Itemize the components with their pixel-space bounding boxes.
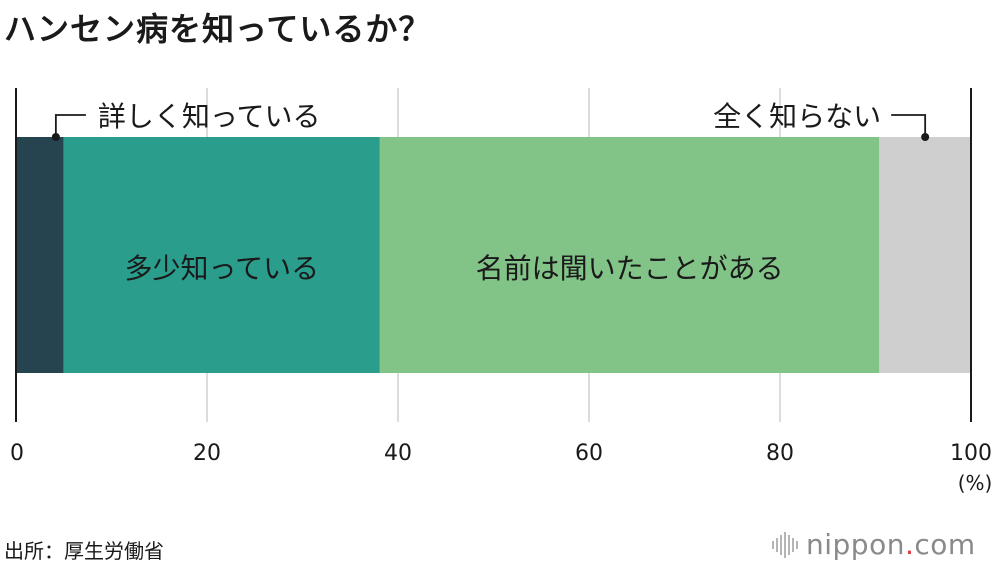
- logo-wordmark: nippon.com: [806, 528, 976, 561]
- logo-mark-icon: [772, 531, 798, 558]
- segment-label-3: 名前は聞いたことがある: [476, 252, 784, 285]
- nippon-com-logo: nippon.com: [772, 528, 976, 561]
- bar-segment-1: [16, 137, 64, 373]
- source-note: 出所：厚生労働省: [4, 539, 164, 563]
- callout-line-4: [891, 114, 927, 137]
- x-tick-label-80: 80: [766, 441, 794, 466]
- x-tick-label-60: 60: [575, 441, 603, 466]
- bar-segment-4: [879, 137, 971, 373]
- x-tick-label-0: 0: [10, 441, 24, 466]
- x-axis-unit: (%): [958, 471, 993, 495]
- segment-label-2: 多少知っている: [124, 252, 319, 285]
- bar-segment-2: [63, 137, 380, 373]
- chart-title: ハンセン病を知っているか？: [4, 10, 432, 48]
- x-tick-label-20: 20: [193, 441, 221, 466]
- bar-segment-3: [379, 137, 880, 373]
- x-tick-label-100: 100: [950, 441, 992, 466]
- segment-label-4: 全く知らない: [713, 100, 881, 133]
- x-tick-label-40: 40: [384, 441, 412, 466]
- segment-label-1: 詳しく知っている: [98, 100, 321, 133]
- callout-line-1: [54, 114, 86, 137]
